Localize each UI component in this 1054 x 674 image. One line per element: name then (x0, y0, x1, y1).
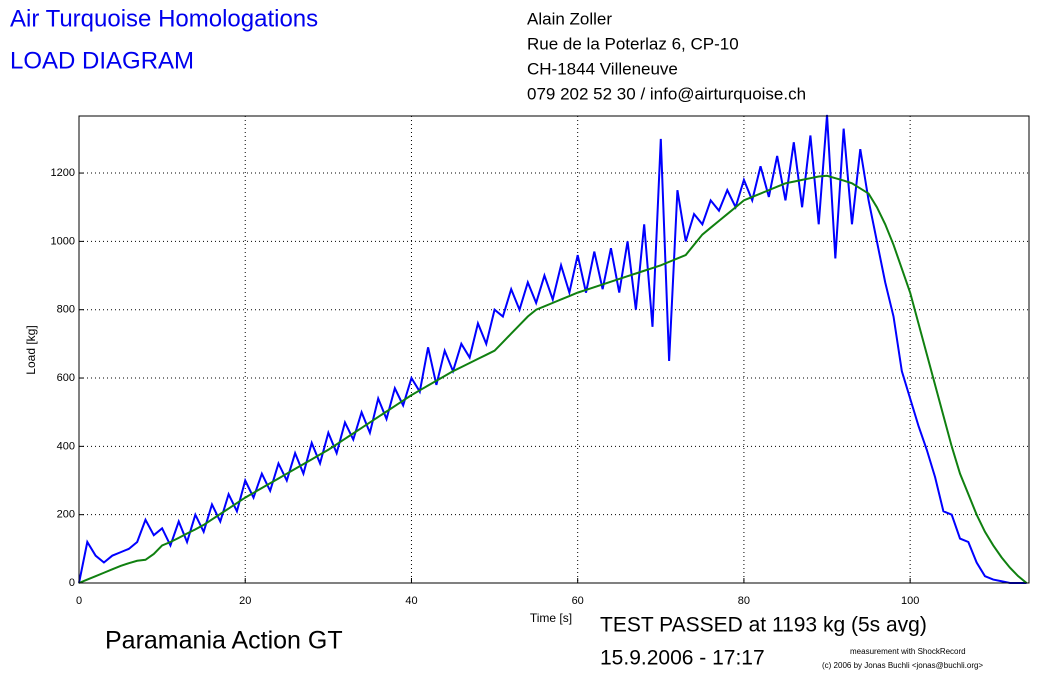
x-axis-label: Time [s] (530, 611, 572, 625)
address-line: Rue de la Poterlaz 6, CP-10 (527, 34, 739, 53)
x-tick-label: 20 (239, 595, 251, 607)
y-axis-label: Load [kg] (24, 325, 38, 374)
x-tick-label: 60 (572, 595, 584, 607)
x-tick-label: 80 (738, 595, 750, 607)
address-line: 079 202 52 30 / info@airturquoise.ch (527, 84, 806, 103)
y-tick-label: 200 (57, 509, 75, 521)
test-result: TEST PASSED at 1193 kg (5s avg) (600, 614, 927, 637)
plot-frame (78, 115, 1030, 584)
y-tick-label: 400 (57, 440, 75, 452)
data-line (78, 174, 1028, 584)
data-line (78, 114, 1027, 584)
y-tick-label: 1000 (51, 235, 75, 247)
y-tick-label: 1200 (51, 167, 75, 179)
address-line: Alain Zoller (527, 9, 612, 28)
chart-subtitle: LOAD DIAGRAM (10, 47, 194, 74)
chart-title: Air Turquoise Homologations (10, 5, 318, 32)
plot-area (79, 116, 1029, 583)
x-tick-label: 100 (901, 595, 919, 607)
y-tick-label: 600 (57, 372, 75, 384)
credit: (c) 2006 by Jonas Buchli <jonas@buchli.o… (822, 661, 983, 670)
address-line: CH-1844 Villeneuve (527, 59, 678, 78)
y-tick-label: 0 (69, 577, 75, 589)
x-tick-label: 0 (76, 595, 82, 607)
credit: measurement with ShockRecord (850, 647, 966, 656)
x-tick-label: 40 (405, 595, 417, 607)
test-date: 15.9.2006 - 17:17 (600, 647, 765, 670)
glider-name: Paramania Action GT (105, 627, 343, 655)
y-tick-label: 800 (57, 304, 75, 316)
